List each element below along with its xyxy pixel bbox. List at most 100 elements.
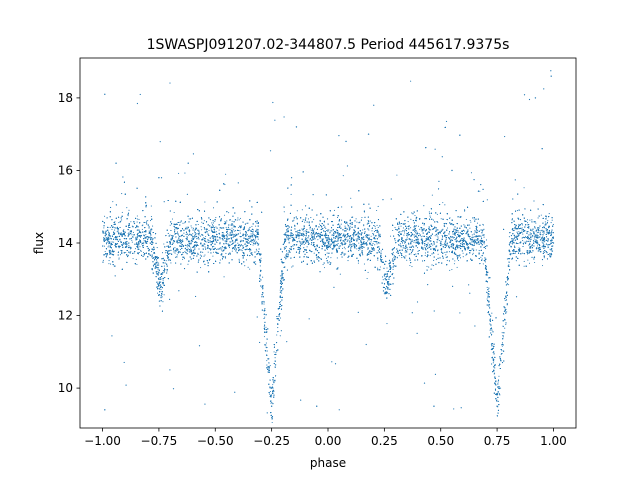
data-point — [550, 233, 552, 235]
data-point — [218, 229, 220, 231]
data-point — [370, 244, 372, 246]
data-point — [486, 286, 488, 288]
data-point — [408, 225, 410, 227]
data-point — [200, 226, 202, 228]
data-point — [355, 218, 357, 220]
data-point — [501, 350, 503, 352]
data-point — [291, 266, 293, 268]
data-point — [256, 222, 258, 224]
data-point — [221, 250, 223, 252]
data-point — [315, 253, 317, 256]
data-point — [415, 240, 417, 242]
data-point — [169, 224, 171, 226]
data-point — [149, 237, 152, 239]
data-point — [433, 259, 435, 261]
data-point — [273, 351, 275, 353]
data-point — [188, 229, 190, 231]
data-point — [298, 240, 300, 242]
data-point — [424, 247, 426, 249]
data-point — [215, 241, 217, 243]
data-point — [531, 230, 533, 232]
data-point — [483, 243, 485, 245]
data-point — [223, 214, 226, 216]
data-point — [160, 288, 162, 290]
data-point — [163, 267, 166, 269]
data-point — [151, 251, 153, 253]
data-point — [367, 271, 369, 273]
data-point — [546, 236, 548, 238]
data-point — [227, 232, 229, 234]
data-point — [128, 232, 130, 234]
data-point — [361, 217, 363, 219]
data-point — [322, 264, 324, 266]
data-point — [305, 242, 307, 244]
data-point — [238, 226, 240, 229]
data-point — [225, 226, 227, 228]
data-point — [522, 233, 524, 235]
data-point — [551, 238, 553, 240]
data-point — [107, 246, 109, 248]
data-point — [475, 249, 477, 251]
data-point — [141, 225, 143, 227]
data-point — [148, 225, 150, 227]
data-point — [279, 287, 282, 289]
data-point — [374, 227, 376, 229]
data-point — [329, 231, 331, 233]
data-point — [269, 365, 271, 367]
data-point — [491, 329, 493, 331]
data-point — [540, 238, 542, 240]
data-point — [224, 183, 226, 186]
data-point — [211, 248, 213, 250]
data-point — [377, 226, 379, 229]
data-point — [319, 223, 321, 225]
data-point — [525, 237, 528, 239]
data-point — [534, 236, 536, 238]
data-point — [462, 252, 464, 254]
data-point — [237, 217, 239, 219]
data-point — [453, 263, 455, 265]
data-point — [323, 267, 326, 269]
data-point — [468, 243, 470, 245]
data-point — [373, 233, 375, 235]
data-point — [118, 257, 120, 259]
data-point — [115, 227, 117, 229]
data-point — [223, 276, 225, 278]
data-point — [389, 235, 392, 237]
data-point — [234, 230, 236, 232]
data-point — [190, 225, 192, 227]
data-point — [472, 254, 474, 256]
data-point — [544, 224, 546, 226]
data-point — [137, 218, 139, 220]
data-point — [446, 235, 448, 237]
data-point — [121, 193, 123, 195]
data-point — [337, 243, 339, 245]
data-point — [551, 241, 554, 243]
data-point — [536, 247, 538, 249]
data-point — [550, 252, 553, 254]
data-point — [506, 258, 508, 260]
data-point — [128, 209, 130, 211]
data-point — [186, 246, 188, 248]
data-point — [304, 234, 306, 236]
data-point — [404, 251, 406, 253]
data-point — [184, 172, 186, 174]
data-point — [131, 234, 133, 236]
data-point — [158, 262, 160, 264]
data-point — [162, 280, 164, 282]
data-point — [409, 264, 411, 267]
data-point — [257, 238, 259, 240]
data-point — [407, 221, 409, 223]
data-point — [346, 240, 348, 242]
data-point — [361, 233, 363, 235]
data-point — [394, 227, 396, 229]
data-point — [313, 252, 315, 254]
data-point — [404, 242, 406, 244]
data-point — [477, 236, 479, 238]
data-point — [266, 364, 268, 366]
data-point — [178, 172, 180, 174]
data-point — [214, 220, 216, 223]
data-point — [325, 227, 327, 229]
data-point — [547, 239, 549, 241]
data-point — [505, 323, 507, 326]
data-point — [518, 247, 520, 249]
